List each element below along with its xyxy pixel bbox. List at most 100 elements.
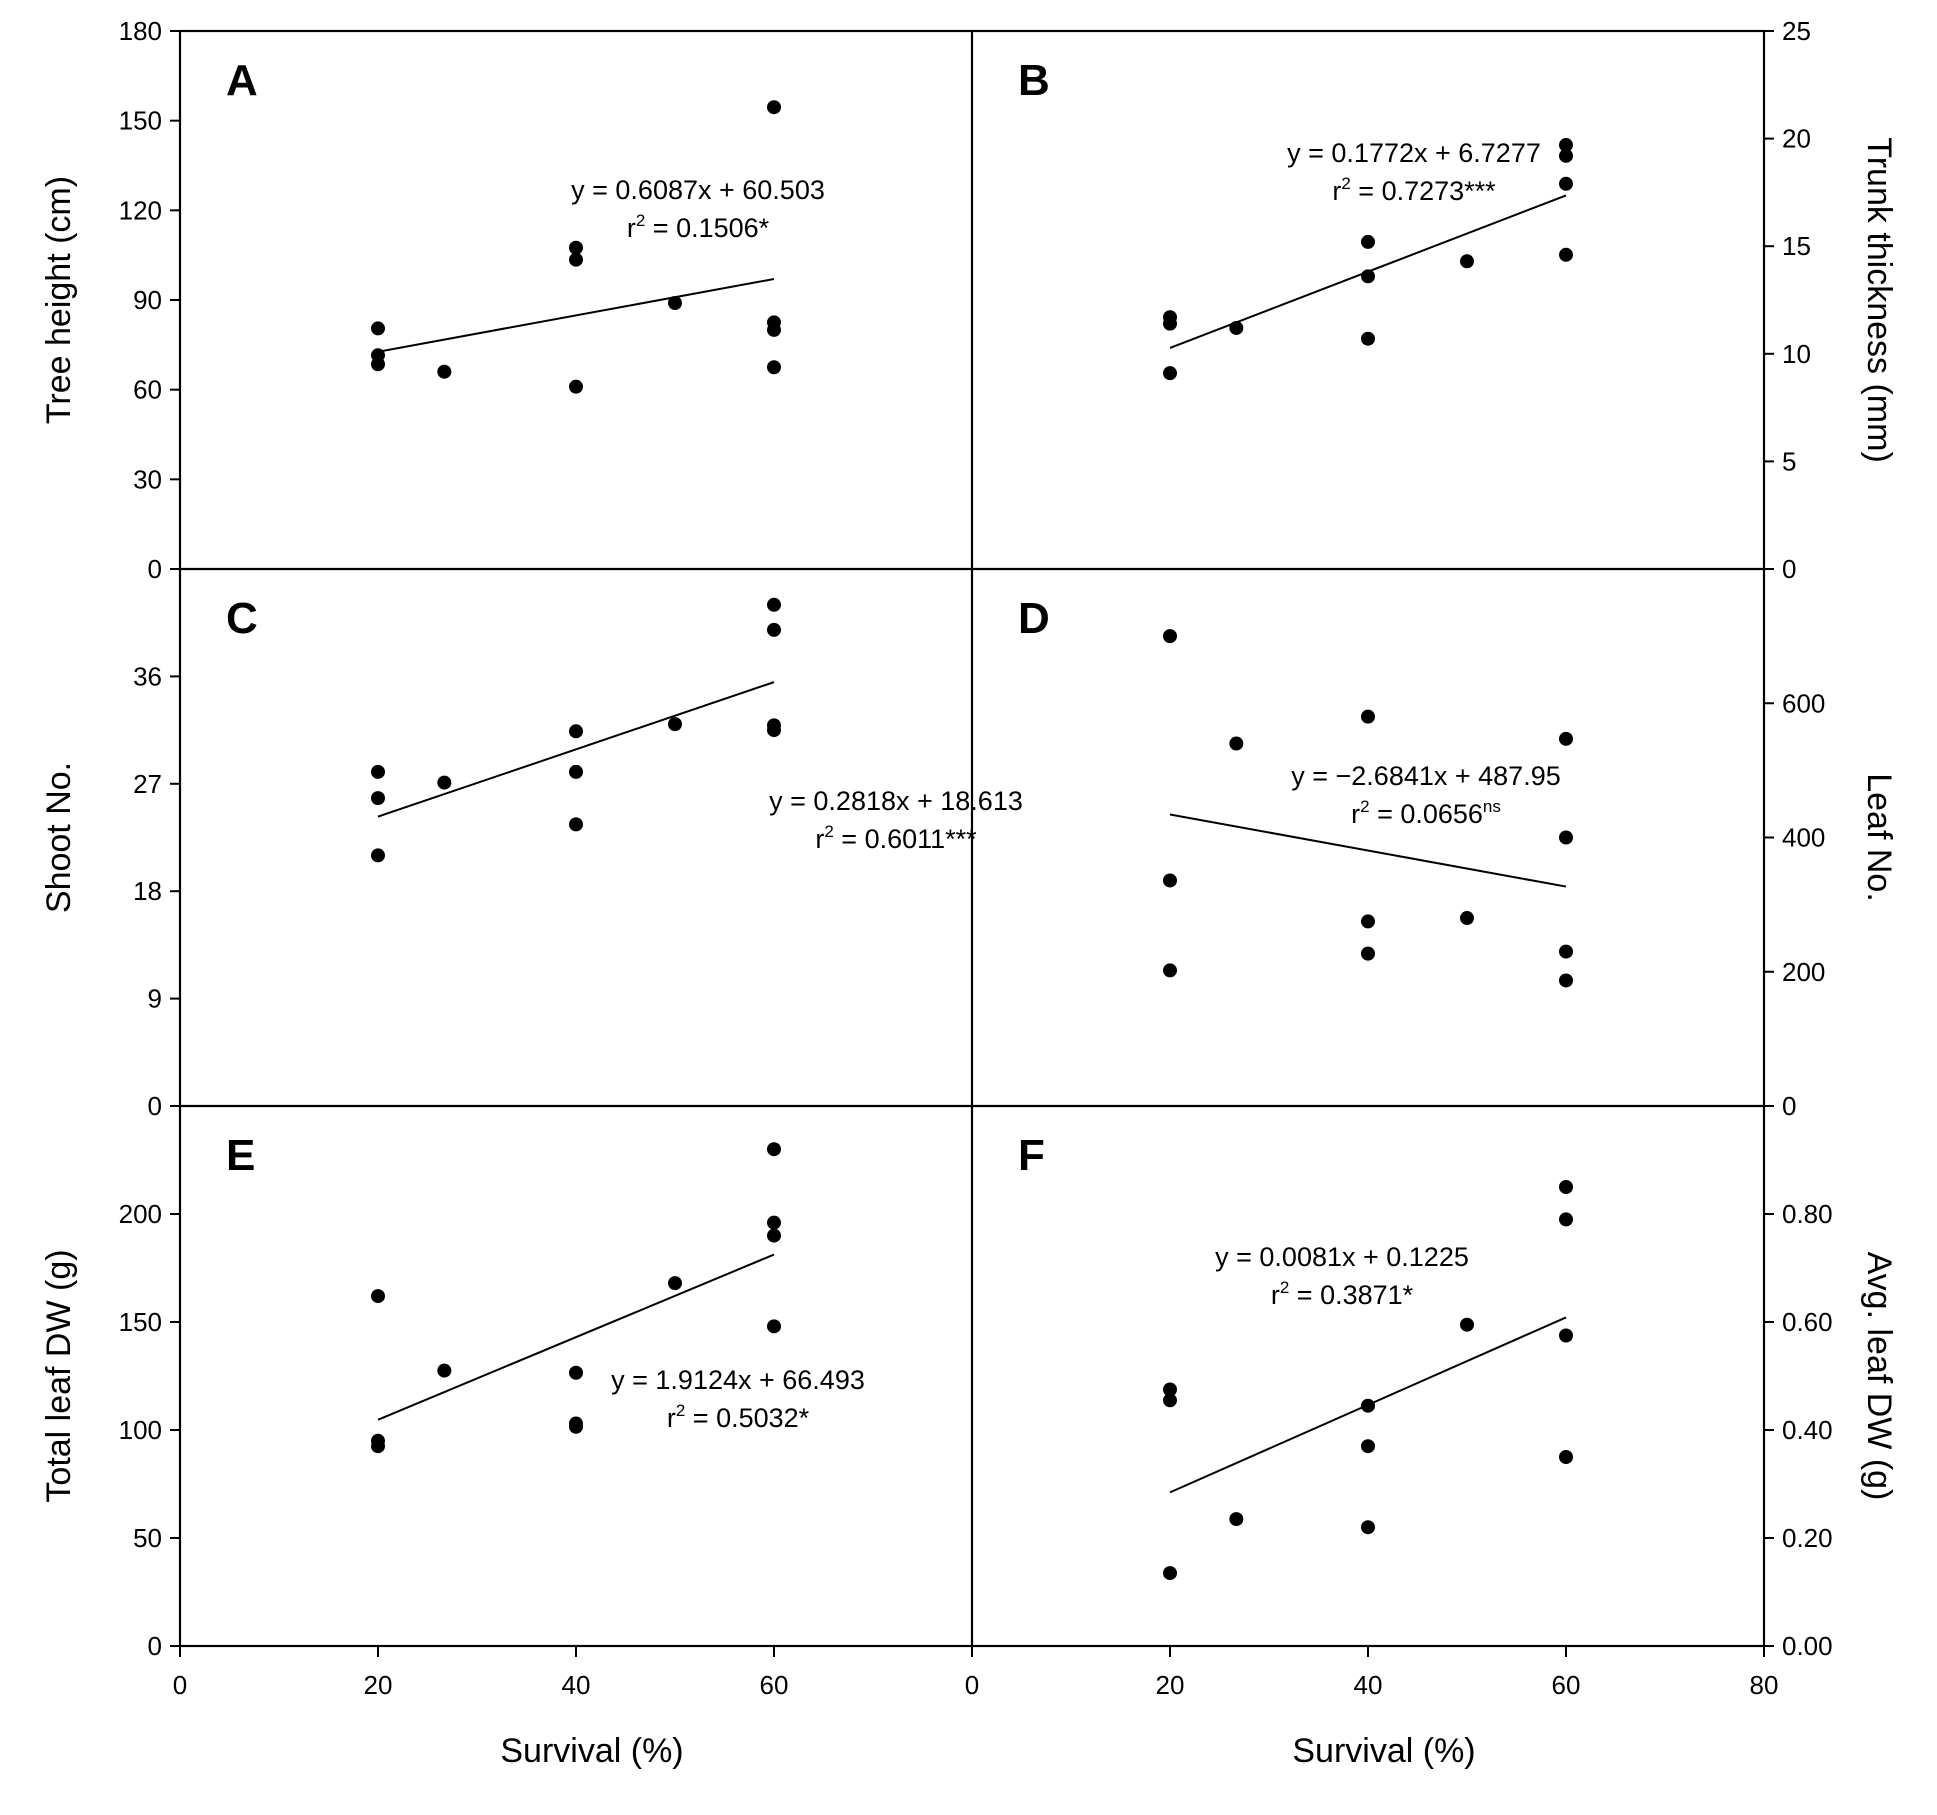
data-point	[767, 100, 781, 115]
data-point	[1163, 629, 1177, 644]
panel-letter: E	[226, 1131, 255, 1180]
data-point	[371, 1289, 385, 1304]
data-point	[1163, 873, 1177, 888]
panel-letter: A	[226, 56, 258, 105]
data-point	[767, 360, 781, 375]
panel-c: 0 9 18 27 36 Shoot No. Cy = 0.2818x + 18.613 r2…	[40, 594, 1023, 1121]
data-point	[437, 775, 452, 790]
data-point	[1559, 1180, 1573, 1194]
x-tick-label: 80	[1750, 1670, 1779, 1700]
y-tick-label: 600	[1782, 688, 1825, 718]
data-point	[371, 357, 385, 372]
data-point	[569, 1419, 583, 1434]
y-tick-label: 18	[133, 876, 162, 906]
data-point	[1361, 269, 1375, 284]
data-point	[1163, 1393, 1177, 1408]
panel-letter: C	[226, 594, 258, 643]
x-tick-label: 0	[173, 1670, 187, 1700]
r-squared: r2 = 0.1506*	[627, 211, 770, 243]
data-point	[569, 240, 583, 255]
y-tick-label: 180	[119, 16, 162, 46]
r-squared: r2 = 0.6011***	[815, 822, 977, 854]
y-tick-label: 10	[1782, 339, 1811, 369]
data-point	[668, 295, 682, 310]
y-tick-label: 30	[133, 464, 162, 494]
data-point	[668, 1276, 682, 1291]
x-axis-title-left: Survival (%)	[500, 1732, 683, 1770]
y-axis-title: Avg. leaf DW (g)	[1860, 1252, 1898, 1501]
data-point	[371, 1439, 385, 1454]
data-point	[1163, 366, 1177, 381]
data-point	[1361, 331, 1375, 346]
data-point	[1229, 736, 1244, 751]
regression-equation: y = 0.6087x + 60.503	[571, 175, 825, 205]
regression-line	[377, 278, 775, 353]
y-axis-title: Tree height (cm)	[40, 176, 78, 424]
data-point	[437, 1363, 452, 1378]
data-point	[767, 1215, 781, 1230]
regression-equation: y = 0.2818x + 18.613	[769, 786, 1023, 816]
y-tick-label: 400	[1782, 823, 1825, 853]
r-squared: r2 = 0.7273***	[1332, 174, 1496, 206]
data-point	[1460, 254, 1474, 269]
data-point	[1163, 1382, 1177, 1397]
x-tick-label: 60	[760, 1670, 789, 1700]
y-tick-label: 0.20	[1782, 1523, 1833, 1553]
y-tick-label: 27	[133, 769, 162, 799]
data-point	[1361, 709, 1375, 724]
x-tick-label: 40	[562, 1670, 591, 1700]
y-tick-label: 60	[133, 375, 162, 405]
data-point	[1559, 1212, 1573, 1227]
x-tick-label: 20	[1156, 1670, 1185, 1700]
data-point	[1559, 247, 1573, 262]
y-tick-label: 150	[119, 1307, 162, 1337]
y-tick-label: 0	[148, 1091, 162, 1121]
x-tick-label: 20	[364, 1670, 393, 1700]
data-point	[1361, 1520, 1375, 1535]
panel-b: 0 5 10 15 20 25 Trunk thickness (mm) By = 0.177…	[1018, 16, 1898, 584]
y-tick-label: 90	[133, 285, 162, 315]
y-tick-label: 0	[148, 1631, 162, 1661]
y-tick-label: 0	[148, 554, 162, 584]
regression-equation: y = −2.6841x + 487.95	[1291, 761, 1560, 791]
regression-line	[1169, 813, 1567, 888]
data-point	[1559, 1450, 1573, 1464]
x-tick-label: 60	[1552, 1670, 1581, 1700]
panel-a: 0 30 60 90 120 150 180 Tree height (cm) Ay = 0.6…	[40, 16, 825, 584]
y-tick-label: 50	[133, 1523, 162, 1553]
data-point	[767, 1142, 781, 1157]
y-tick-label: 0.00	[1782, 1631, 1833, 1661]
data-point	[767, 322, 781, 337]
data-point	[371, 848, 385, 863]
data-point	[1559, 138, 1573, 153]
data-point	[1361, 234, 1375, 249]
panel-d: 0 200 400 600 Leaf No. Dy = −2.6841x + 487.95…	[1018, 594, 1898, 1121]
panel-letter: F	[1018, 1131, 1045, 1180]
data-point	[767, 597, 781, 612]
panel-letter: B	[1018, 56, 1050, 105]
y-tick-label: 0.60	[1782, 1307, 1833, 1337]
y-tick-label: 150	[119, 106, 162, 136]
data-point	[1559, 1328, 1573, 1343]
y-tick-label: 200	[1782, 957, 1825, 987]
r-squared: r2 = 0.3871*	[1271, 1278, 1414, 1310]
data-point	[371, 321, 385, 336]
panel-e: 0 50 100 150 200 Total leaf DW (g) Ey = 1.9124…	[40, 1131, 865, 1661]
data-point	[569, 764, 583, 779]
data-point	[1559, 731, 1573, 746]
y-tick-label: 0.80	[1782, 1199, 1833, 1229]
data-point	[1559, 973, 1573, 988]
data-point	[1559, 944, 1573, 959]
data-point	[1163, 963, 1177, 978]
r-squared: r2 = 0.0656ns	[1351, 797, 1501, 829]
y-axis-title: Leaf No.	[1860, 773, 1898, 902]
y-tick-label: 36	[133, 661, 162, 691]
data-point	[1361, 1398, 1375, 1413]
y-axis-title: Shoot No.	[40, 762, 78, 913]
y-tick-label: 5	[1782, 446, 1796, 476]
data-point	[569, 817, 583, 832]
data-point	[569, 252, 583, 267]
data-point	[1163, 316, 1177, 331]
